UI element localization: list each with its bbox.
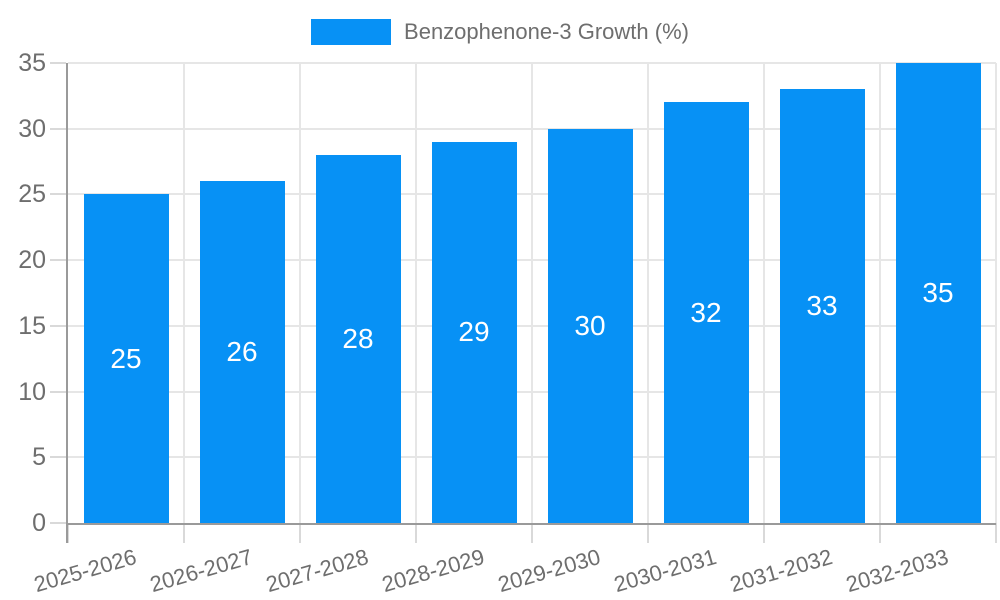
y-tick (50, 259, 66, 262)
legend-label: Benzophenone-3 Growth (%) (404, 19, 689, 44)
x-tick-label: 2031-2032 (726, 544, 835, 598)
bar[interactable]: 28 (315, 155, 401, 523)
bar-value-label: 32 (690, 296, 722, 328)
x-tick-label: 2025-2026 (30, 544, 139, 598)
x-tick (531, 523, 533, 543)
y-tick-label: 25 (18, 180, 46, 209)
x-tick (299, 523, 301, 543)
y-tick-label: 10 (18, 377, 46, 406)
bar-value-label: 25 (110, 342, 142, 374)
x-tick (183, 523, 185, 543)
x-axis-line (66, 523, 996, 525)
bar[interactable]: 30 (547, 128, 633, 523)
bar[interactable]: 32 (663, 102, 749, 523)
y-tick (50, 390, 66, 393)
y-tick-label: 0 (32, 509, 46, 537)
x-tick (763, 523, 765, 543)
bar-value-label: 35 (922, 277, 954, 308)
bar[interactable]: 29 (431, 141, 517, 523)
grid-line-v (763, 63, 765, 523)
grid-line-v (879, 63, 881, 523)
y-axis-line (66, 63, 68, 543)
bar[interactable]: 35 (895, 63, 981, 523)
grid-line-v (531, 63, 533, 523)
x-tick-label: 2032-2033 (842, 544, 951, 598)
y-tick-label: 30 (18, 114, 46, 143)
x-tick-label: 2029-2030 (494, 544, 603, 598)
bar-value-label: 33 (806, 290, 838, 322)
y-tick (50, 456, 66, 459)
grid-line-v (415, 63, 417, 523)
x-tick (995, 523, 997, 543)
grid-line-v (299, 63, 301, 523)
bar-value-label: 26 (226, 336, 258, 368)
y-tick-label: 35 (18, 49, 46, 77)
bar-value-label: 30 (574, 309, 606, 341)
y-tick-label: 15 (18, 311, 46, 340)
y-tick (50, 127, 66, 130)
y-tick-label: 20 (18, 246, 46, 275)
bar-value-label: 29 (458, 316, 490, 348)
grid-line-v (647, 63, 649, 523)
x-tick (415, 523, 417, 543)
x-tick-label: 2030-2031 (610, 544, 719, 598)
bar[interactable]: 25 (83, 194, 169, 523)
grid-line-v (183, 63, 185, 523)
grid-line-v (995, 63, 997, 523)
y-tick (50, 193, 66, 196)
y-tick (50, 324, 66, 327)
y-tick-label: 5 (32, 443, 46, 472)
x-tick (879, 523, 881, 543)
x-tick (647, 523, 649, 543)
x-tick-label: 2027-2028 (262, 544, 371, 598)
y-tick (50, 62, 66, 64)
x-tick-label: 2028-2029 (378, 544, 487, 598)
legend[interactable]: Benzophenone-3 Growth (%) (0, 19, 1000, 45)
bar-value-label: 28 (342, 323, 374, 354)
y-tick (50, 522, 66, 524)
x-tick (67, 523, 69, 543)
bar[interactable]: 26 (199, 181, 285, 523)
legend-swatch (311, 19, 392, 45)
x-tick-label: 2026-2027 (146, 544, 255, 598)
bar[interactable]: 33 (779, 89, 865, 523)
